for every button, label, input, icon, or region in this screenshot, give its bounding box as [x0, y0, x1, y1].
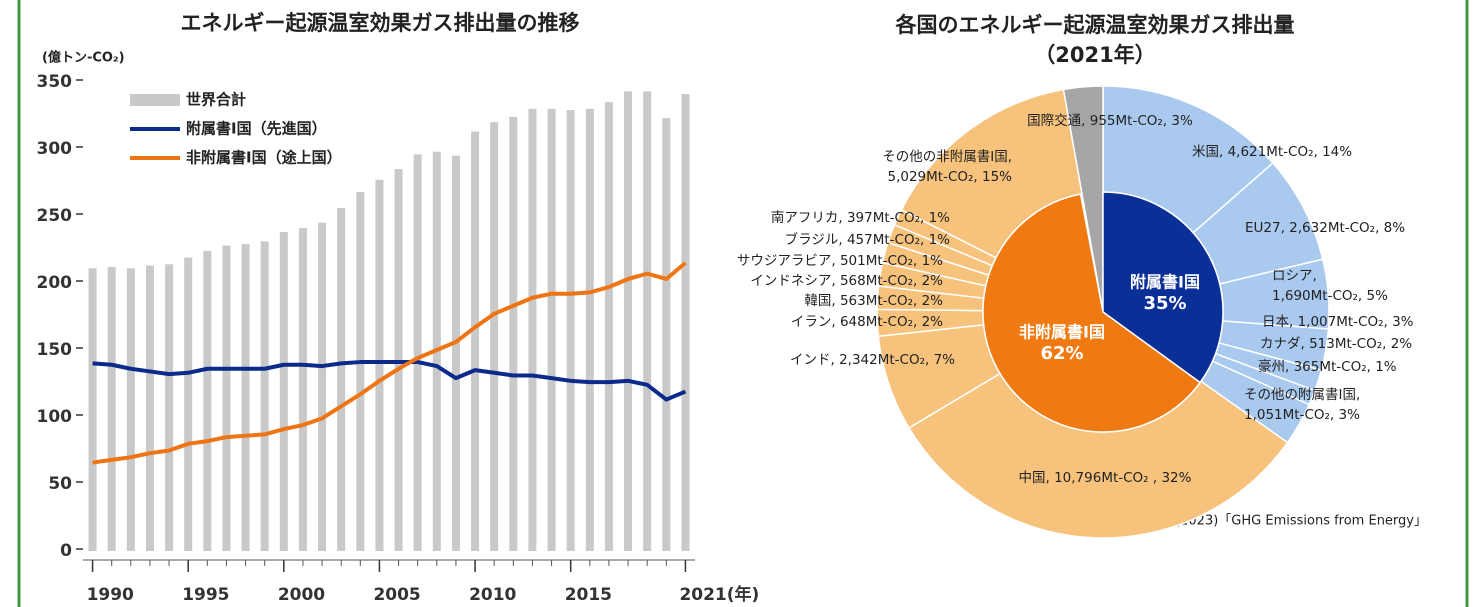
bar	[126, 268, 135, 551]
slice-label: 5,029Mt-CO₂, 15%	[887, 169, 1012, 185]
bar	[643, 91, 652, 551]
bar	[662, 118, 671, 552]
chart-title: （2021年）	[1034, 43, 1155, 67]
outer-slice	[1062, 85, 1104, 313]
bar	[184, 257, 193, 551]
y-tick-label: 0	[60, 541, 72, 561]
slice-label: EU27, 2,632Mt-CO₂, 8%	[1245, 220, 1405, 236]
bar	[604, 102, 613, 551]
inner-value-label: 35%	[1143, 293, 1186, 314]
bar	[318, 222, 327, 551]
inner-value-label: 62%	[1040, 343, 1083, 364]
inner-label: 非附属書Ⅰ国	[1019, 323, 1105, 342]
x-tick-label: 2015	[565, 585, 612, 605]
legend-label: 非附属書Ⅰ国（途上国）	[186, 149, 342, 167]
inner-label: 附属書Ⅰ国	[1130, 273, 1200, 292]
legend-swatch	[130, 94, 180, 106]
bar	[375, 179, 384, 551]
x-tick-label: 1990	[87, 585, 134, 605]
inner-slice	[982, 193, 1202, 433]
chart-title: 各国のエネルギー起源温室効果ガス排出量	[895, 13, 1295, 37]
legend-label: 附属書Ⅰ国（先進国）	[186, 120, 327, 138]
slice-label: ロシア,	[1272, 268, 1317, 284]
bar	[88, 268, 97, 551]
bar	[298, 228, 307, 551]
slice-label: インド, 2,342Mt-CO₂, 7%	[790, 352, 955, 368]
y-tick-label: 150	[37, 340, 73, 360]
x-tick-label: 2005	[373, 585, 420, 605]
y-tick-label: 300	[37, 139, 73, 159]
legend-label: 世界合計	[186, 91, 246, 109]
bar	[222, 245, 231, 552]
slice-label: カナダ, 513Mt-CO₂, 2%	[1260, 336, 1412, 352]
bar	[145, 265, 154, 551]
slice-label: インドネシア, 568Mt-CO₂, 2%	[750, 273, 943, 289]
y-tick-label: 100	[37, 407, 73, 427]
x-tick-label: 1995	[182, 585, 229, 605]
bar	[107, 266, 116, 551]
bar	[279, 232, 288, 551]
bar	[165, 264, 174, 551]
bar	[260, 241, 269, 551]
bar	[681, 94, 690, 551]
bar	[547, 108, 556, 552]
bar	[451, 155, 460, 551]
slice-label: その他の附属書Ⅰ国,	[1244, 387, 1360, 403]
y-tick-label: 350	[37, 72, 73, 92]
slice-label: 南アフリカ, 397Mt-CO₂, 1%	[771, 210, 950, 226]
bar	[413, 154, 422, 552]
bar	[624, 91, 633, 551]
y-tick-label: 200	[37, 273, 73, 293]
x-tick-label: 2021(年)	[679, 584, 759, 605]
slice-label: 韓国, 563Mt-CO₂, 2%	[804, 293, 943, 309]
bar	[241, 244, 250, 551]
bar	[337, 207, 346, 551]
slice-label: 豪州, 365Mt-CO₂, 1%	[1258, 359, 1397, 375]
slice-label: 1,690Mt-CO₂, 5%	[1272, 288, 1388, 304]
line	[92, 360, 687, 402]
slice-label: イラン, 648Mt-CO₂, 2%	[791, 314, 943, 330]
y-tick-label: 50	[48, 474, 72, 494]
slice-label: 中国, 10,796Mt-CO₂ , 32%	[1019, 470, 1192, 486]
inner-slice	[1102, 191, 1224, 384]
bar	[356, 191, 365, 551]
bar	[509, 116, 518, 551]
slice-label: 1,051Mt-CO₂, 3%	[1244, 407, 1360, 423]
bar	[490, 122, 499, 551]
slice-label: 国際交通, 955Mt-CO₂, 3%	[1027, 112, 1193, 129]
bar	[203, 250, 212, 551]
slice-label: ブラジル, 457Mt-CO₂, 1%	[785, 231, 951, 248]
line	[92, 261, 687, 465]
slice-label: その他の非附属書Ⅰ国,	[882, 149, 1012, 165]
bar	[394, 169, 403, 551]
slice-label: サウジアラビア, 501Mt-CO₂, 1%	[737, 253, 943, 269]
y-tick-label: 250	[37, 206, 73, 226]
slice-label: 米国, 4,621Mt-CO₂, 14%	[1192, 144, 1352, 160]
bar	[585, 108, 594, 552]
y-axis-label: (億トン-CO₂)	[42, 50, 125, 66]
bar	[566, 110, 575, 551]
chart-title: エネルギー起源温室効果ガス排出量の推移	[181, 11, 580, 35]
x-tick-label: 2000	[278, 585, 325, 605]
slice-label: 日本, 1,007Mt-CO₂, 3%	[1262, 314, 1414, 330]
bar	[528, 108, 537, 552]
x-tick-label: 2010	[469, 585, 516, 605]
bar	[471, 131, 480, 551]
